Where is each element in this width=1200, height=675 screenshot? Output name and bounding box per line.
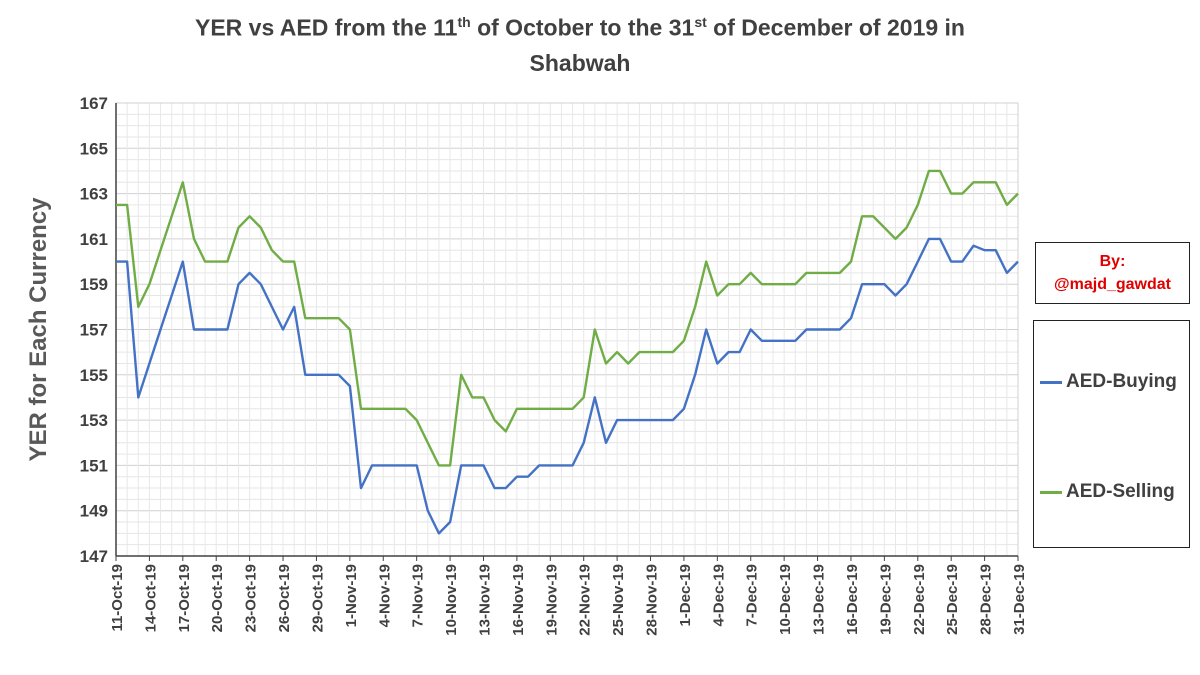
- legend-label-aed-buying: AED-Buying: [1066, 371, 1177, 392]
- x-tick-label: 20-Oct-19: [209, 564, 226, 632]
- x-tick-label: 10-Dec-19: [777, 564, 794, 635]
- x-tick-label: 25-Nov-19: [610, 564, 627, 636]
- label-layer: 147 149 151 153 155 157 159 161 163 165 167 YER for…: [25, 94, 1028, 636]
- chart-title: YER vs AED from the 11th of October to t…: [60, 14, 1100, 42]
- x-tick-label: 19-Dec-19: [877, 564, 894, 635]
- x-tick-label: 14-Oct-19: [142, 564, 159, 632]
- chart-title-part-1: YER vs AED from the 11: [195, 14, 458, 41]
- x-tick-label: 16-Dec-19: [844, 564, 861, 635]
- credit-by-label: By:: [1099, 253, 1126, 270]
- chart-title-superscript-2: st: [694, 14, 707, 30]
- legend-swatch-aed-buying: [1040, 380, 1062, 384]
- legend-item-aed-selling: AED-Selling: [1040, 481, 1175, 503]
- chart-title-line-2: Shabwah: [529, 50, 631, 76]
- x-tick-label: 7-Dec-19: [744, 564, 761, 627]
- y-tick-label: 149: [80, 502, 108, 521]
- y-tick-label: 163: [80, 185, 108, 204]
- x-tick-label: 16-Nov-19: [510, 564, 527, 636]
- x-tick-label: 26-Oct-19: [276, 564, 293, 632]
- x-tick-label: 22-Dec-19: [911, 564, 928, 635]
- x-tick-label: 13-Nov-19: [476, 564, 493, 636]
- y-tick-label: 151: [80, 456, 108, 475]
- y-axis-label: YER for Each Currency: [25, 197, 52, 462]
- x-tick-label: 10-Nov-19: [443, 564, 460, 636]
- series-line-aed-selling: [116, 169, 1019, 467]
- chart-title-part-2: of October to the 31: [470, 14, 695, 41]
- series-layer: [116, 169, 1019, 535]
- series-line-aed-buying: [116, 237, 1019, 535]
- x-tick-label: 25-Dec-19: [944, 564, 961, 635]
- y-tick-label: 157: [80, 321, 108, 340]
- x-tick-label: 1-Nov-19: [343, 564, 360, 627]
- plot-area: 147 149 151 153 155 157 159 161 163 165 167 YER for…: [25, 94, 1028, 636]
- grid-layer: [115, 102, 1019, 557]
- x-tick-label: 19-Nov-19: [543, 564, 560, 636]
- x-tick-label: 23-Oct-19: [243, 564, 260, 632]
- y-tick-label: 165: [80, 139, 108, 158]
- x-tick-label: 4-Nov-19: [376, 564, 393, 627]
- x-tick-label: 29-Oct-19: [309, 564, 326, 632]
- x-tick-label: 22-Nov-19: [577, 564, 594, 636]
- y-tick-label: 155: [80, 366, 108, 385]
- axis-layer: [115, 103, 1019, 561]
- y-tick-label: 147: [80, 547, 108, 566]
- legend-item-aed-buying: AED-Buying: [1040, 371, 1177, 393]
- legend-swatch-aed-selling: [1040, 490, 1062, 494]
- y-tick-label: 161: [80, 230, 108, 249]
- x-tick-label: 7-Nov-19: [410, 564, 427, 627]
- x-tick-label: 13-Dec-19: [811, 564, 828, 635]
- x-tick-label: 31-Dec-19: [1011, 564, 1028, 635]
- legend-label-aed-selling: AED-Selling: [1066, 481, 1175, 502]
- x-tick-label: 28-Dec-19: [978, 564, 995, 635]
- x-tick-label: 28-Nov-19: [644, 564, 661, 636]
- x-tick-label: 1-Dec-19: [677, 564, 694, 627]
- x-tick-label: 11-Oct-19: [109, 564, 126, 632]
- legend: AED-Buying AED-Selling: [1033, 320, 1190, 548]
- x-tick-label: 4-Dec-19: [710, 564, 727, 627]
- credit-box: By: @majd_gawdat: [1035, 242, 1190, 304]
- chart-title-superscript-1: th: [457, 14, 471, 30]
- y-tick-label: 167: [80, 94, 108, 113]
- y-tick-label: 159: [80, 275, 108, 294]
- x-tick-label: 17-Oct-19: [176, 564, 193, 632]
- chart-title-part-3: of December of 2019 in: [706, 14, 965, 41]
- credit-handle: @majd_gawdat: [1054, 276, 1171, 293]
- y-tick-label: 153: [80, 411, 108, 430]
